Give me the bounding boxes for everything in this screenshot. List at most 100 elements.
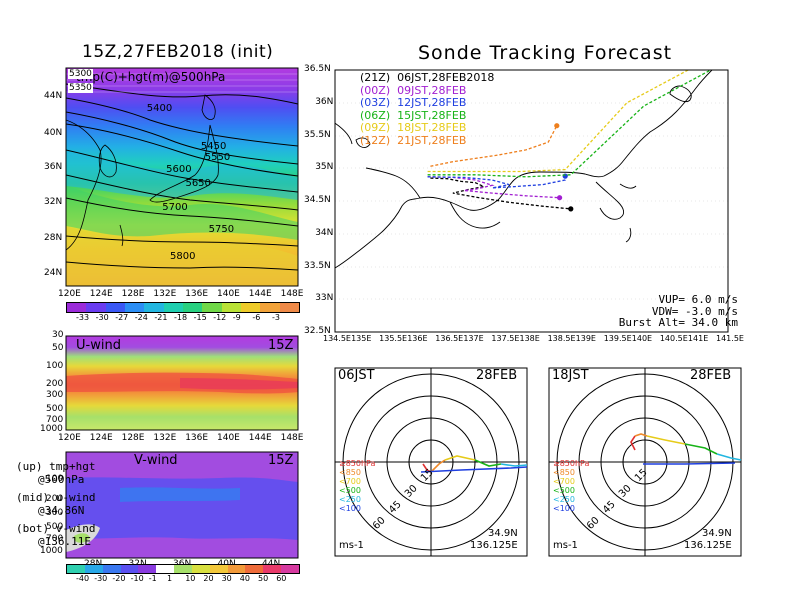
contour-label: 5650 — [185, 177, 211, 189]
hodo-level-legend: <700 — [553, 477, 575, 486]
right-title: Sonde Tracking Forecast — [418, 42, 673, 64]
uwind-level-tick: 100 — [46, 361, 64, 371]
hodo2-unit: ms-1 — [553, 540, 578, 551]
colorbar-label: -9 — [232, 313, 241, 322]
colorbar-label: -1 — [148, 574, 157, 583]
hodograph-wind-curve — [474, 459, 502, 467]
stub-label-5350: 5350 — [68, 83, 93, 93]
colorbar-label: -6 — [252, 313, 261, 322]
hodo-level-legend: <850 — [339, 468, 361, 477]
colorbar-swatch — [209, 565, 228, 573]
hodograph-wind-curve — [500, 463, 528, 467]
colorbar-label: -18 — [174, 313, 188, 322]
colorbar-swatch — [105, 303, 125, 312]
colorbar-swatch — [120, 565, 139, 573]
lat-tick: 32N — [44, 197, 63, 207]
track-lon-tick: 135.5E — [379, 334, 408, 343]
track-lat-tick: 33.5N — [304, 260, 331, 271]
lon-tick: 148E — [280, 289, 304, 299]
vwind-colorbar — [66, 564, 300, 574]
track-legend-item: (00Z) 09JST,28FEB — [360, 83, 467, 97]
track-lon-tick: 140E — [631, 334, 653, 343]
legend-note-up-line2: @500hPa — [38, 473, 85, 486]
colorbar-label: 50 — [258, 574, 269, 583]
hodo-level-legend: <250 — [339, 495, 361, 504]
uwind-lon-tick: 120E — [58, 433, 81, 443]
colorbar-swatch — [144, 303, 164, 312]
lat-tick: 28N — [44, 233, 63, 243]
colorbar-swatch — [279, 303, 299, 312]
legend-note-up: (up) tmp+hgt @500hPa — [16, 460, 95, 486]
colorbar-swatch — [263, 565, 282, 573]
track-legend-item: (06Z) 15JST,28FEB — [360, 108, 467, 122]
colorbar-label: 30 — [221, 574, 232, 583]
uwind-lon-tick: 128E — [121, 433, 145, 443]
hodograph-wind-curve — [444, 455, 476, 461]
colorbar-swatch — [221, 303, 241, 312]
hodograph-wind-curve — [643, 462, 736, 465]
hodo-level-legend: <100 — [339, 504, 361, 513]
track-lon-tick: 141.5E — [716, 334, 744, 343]
sonde-track-line — [427, 176, 566, 189]
hodo-level-legend: <500 — [553, 486, 575, 495]
track-lon-tick: 141E — [687, 334, 709, 343]
lon-tick: 140E — [217, 289, 240, 299]
uwind-lon-tick: 132E — [153, 433, 177, 443]
colorbar-swatch — [86, 303, 106, 312]
track-lat-tick: 32.5N — [304, 326, 331, 336]
vwind-level-tick: 500 — [46, 522, 64, 532]
colorbar-swatch — [191, 565, 210, 573]
uwind-level-tick: 300 — [46, 390, 64, 400]
hodograph-wind-curve — [684, 443, 718, 455]
sonde-track-line — [427, 70, 690, 173]
track-lat-tick: 33N — [315, 293, 334, 304]
vwind-level-tick: 1000 — [40, 546, 63, 556]
legend-note-mid: (mid) u-wind @34.86N — [16, 491, 95, 517]
hodo-level-legend: <700 — [339, 477, 361, 486]
legend-note-mid-line1: (mid) u-wind — [16, 491, 96, 504]
hodo1-unit: ms-1 — [339, 540, 364, 551]
lat-tick: 44N — [44, 91, 63, 101]
uwind-lon-tick: 148E — [280, 433, 304, 443]
track-lon-tick: 140.5E — [659, 334, 688, 343]
colorbar-label: -24 — [134, 313, 148, 322]
colorbar-label: 60 — [276, 574, 287, 583]
uwind-level-tick: 700 — [46, 415, 64, 425]
track-legend: (21Z) 06JST,28FEB2018 (00Z) 09JST,28FEB (0… — [360, 71, 495, 147]
hodo-level-legend: <850 — [553, 468, 575, 477]
colorbar-label: -40 — [76, 574, 90, 583]
contour-label: 5700 — [162, 202, 188, 214]
track-lat-tick: 36N — [315, 96, 334, 107]
lat-tick: 36N — [44, 162, 63, 172]
track-legend-item: (21Z) 06JST,28FEB2018 — [360, 71, 495, 84]
track-lat-tick: 35.5N — [304, 129, 331, 140]
hodo1-date: 28FEB — [476, 368, 518, 383]
uwind-level-tick: 50 — [52, 343, 64, 353]
lat-tick: 40N — [44, 128, 63, 138]
track-lon-tick: 136.5E — [435, 334, 464, 343]
sonde-tracks — [427, 70, 713, 212]
lat-tick: 24N — [44, 268, 63, 278]
sonde-landing-point — [562, 173, 568, 179]
sonde-landing-point — [568, 206, 574, 212]
contour-label: 5800 — [170, 251, 196, 263]
left-title: 15Z,27FEB2018 (init) — [82, 42, 274, 62]
hodograph-wind-curve — [630, 435, 636, 451]
uwind-lon-tick: 124E — [89, 433, 113, 443]
lon-tick: 136E — [185, 289, 209, 299]
colorbar-label: -33 — [76, 313, 90, 322]
colorbar-label: -20 — [112, 574, 126, 583]
colorbar-swatch — [84, 565, 103, 573]
hodograph-wind-curve — [430, 459, 446, 473]
param-burst: Burst Alt= 34.0 km — [618, 316, 738, 329]
track-lat-tick: 34N — [315, 227, 334, 238]
colorbar-label: 40 — [239, 574, 250, 583]
colorbar-swatch — [240, 303, 261, 312]
legend-note-bot: (bot) v-wind @136.11E — [16, 522, 95, 548]
hodograph-wind-curve — [420, 466, 528, 473]
track-lon-tick: 139E — [575, 334, 596, 343]
colorbar-swatch — [156, 565, 175, 573]
hodo1-lon: 136.125E — [470, 540, 518, 551]
colorbar-label: -10 — [130, 574, 144, 583]
